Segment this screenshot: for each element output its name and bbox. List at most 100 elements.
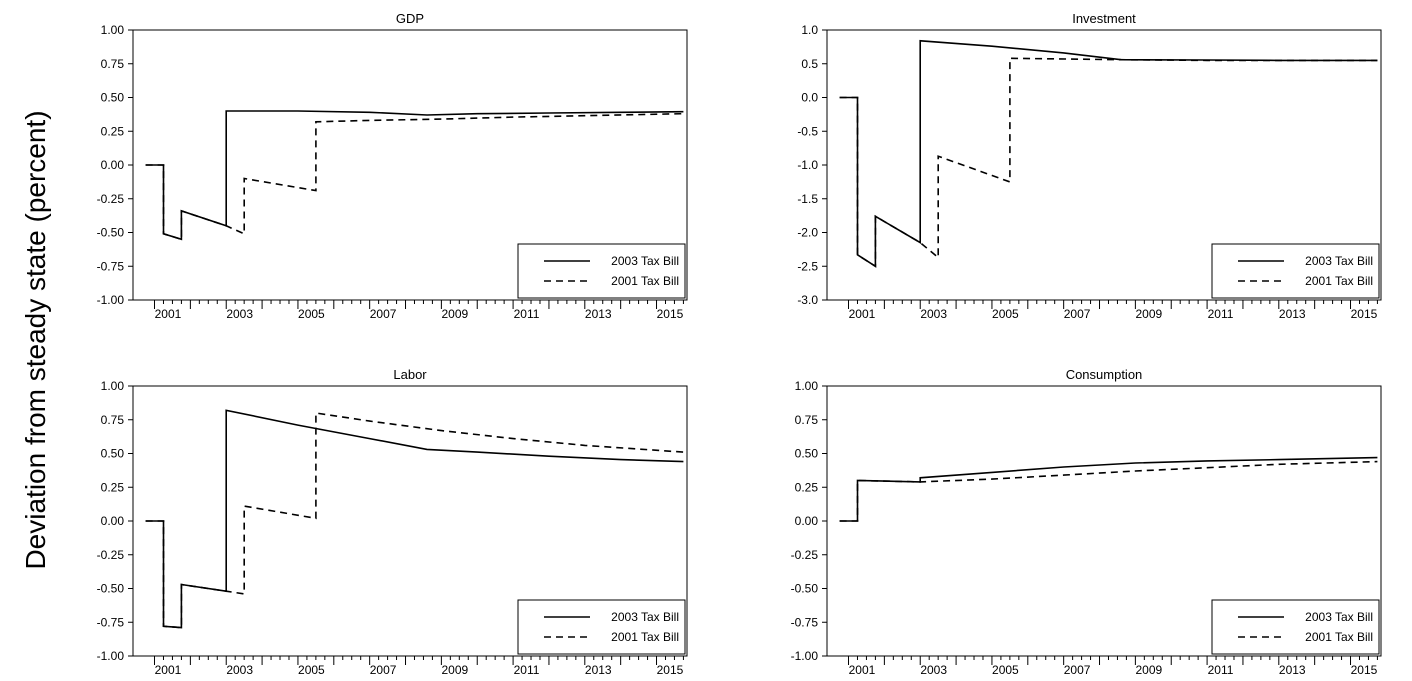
y-tick-label: 0.50	[101, 447, 125, 461]
x-tick-label: 2003	[226, 663, 253, 677]
y-tick-label: 1.00	[101, 379, 125, 393]
chart-panel-0: GDP -1.00 -0.75 -0.50 -0.25 0.00 0.25 0.50 0.75 1…	[97, 11, 688, 321]
y-tick-label: -0.50	[97, 582, 125, 596]
x-tick-label: 2013	[585, 307, 612, 321]
legend: 2003 Tax Bill 2001 Tax Bill	[517, 243, 686, 299]
x-tick-label: 2013	[585, 663, 612, 677]
series-line-2003-tax-bill	[145, 409, 684, 629]
x-tick-label: 2011	[514, 663, 540, 677]
chart-panel-3: Consumption -1.00 -0.75 -0.50 -0.25 0.00 0.25 0…	[791, 367, 1382, 677]
y-tick-label: 0.25	[101, 480, 125, 494]
y-tick-label: 0.0	[801, 91, 818, 105]
series-line-2003-tax-bill	[839, 456, 1378, 522]
x-tick-label: 2015	[657, 663, 684, 677]
x-tick-label: 2009	[1135, 663, 1162, 677]
legend-label: 2003 Tax Bill	[1305, 254, 1373, 268]
x-tick-label: 2007	[1064, 663, 1091, 677]
y-tick-label: 0.5	[801, 57, 818, 71]
x-tick-label: 2009	[441, 307, 468, 321]
x-tick-label: 2011	[514, 307, 540, 321]
x-tick-label: 2015	[1351, 307, 1378, 321]
y-tick-label: -2.0	[797, 226, 818, 240]
y-tick-label: -0.50	[97, 226, 125, 240]
series-line-2003-tax-bill	[145, 110, 684, 241]
y-tick-label: -3.0	[797, 293, 818, 307]
x-tick-label: 2007	[1064, 307, 1091, 321]
legend: 2003 Tax Bill 2001 Tax Bill	[1211, 243, 1380, 299]
legend-label: 2001 Tax Bill	[1305, 274, 1373, 288]
y-tick-label: 1.00	[101, 23, 125, 37]
legend-box	[517, 243, 686, 299]
x-tick-label: 2003	[226, 307, 253, 321]
y-tick-label: -0.75	[97, 259, 125, 273]
x-tick-label: 2001	[155, 663, 182, 677]
legend-label: 2001 Tax Bill	[1305, 630, 1373, 644]
legend-box	[1211, 243, 1380, 299]
x-tick-label: 2009	[441, 663, 468, 677]
y-tick-label: -0.75	[791, 615, 819, 629]
y-tick-label: 0.25	[795, 480, 819, 494]
legend: 2003 Tax Bill 2001 Tax Bill	[1211, 599, 1380, 655]
y-tick-label: 1.0	[801, 23, 818, 37]
x-tick-label: 2005	[298, 307, 325, 321]
legend-label: 2001 Tax Bill	[611, 630, 679, 644]
y-tick-label: -0.75	[97, 615, 125, 629]
x-tick-label: 2001	[849, 663, 876, 677]
y-tick-label: 0.00	[101, 158, 125, 172]
y-tick-label: -0.25	[791, 548, 819, 562]
series-line-2001-tax-bill	[145, 112, 684, 241]
y-tick-label: 0.75	[795, 413, 819, 427]
y-tick-label: -1.5	[797, 192, 818, 206]
y-tick-label: 0.75	[101, 413, 125, 427]
legend-label: 2003 Tax Bill	[611, 254, 679, 268]
y-tick-label: -0.25	[97, 548, 125, 562]
y-tick-label: 0.50	[101, 91, 125, 105]
x-tick-label: 2001	[849, 307, 876, 321]
y-tick-label: 0.75	[101, 57, 125, 71]
y-tick-label: -0.5	[797, 124, 818, 138]
x-tick-label: 2007	[370, 307, 397, 321]
x-tick-label: 2013	[1279, 663, 1306, 677]
y-tick-label: -1.00	[97, 293, 125, 307]
y-tick-label: -0.50	[791, 582, 819, 596]
x-tick-label: 2005	[992, 307, 1019, 321]
series-line-2001-tax-bill	[839, 57, 1378, 268]
x-tick-label: 2009	[1135, 307, 1162, 321]
x-tick-label: 2003	[920, 663, 947, 677]
panel-title: GDP	[396, 11, 424, 26]
chart-panel-2: Labor -1.00 -0.75 -0.50 -0.25 0.00 0.25 0.50 0.7…	[97, 367, 688, 677]
x-tick-label: 2013	[1279, 307, 1306, 321]
y-tick-label: 0.00	[795, 514, 819, 528]
legend-box	[1211, 599, 1380, 655]
y-tick-label: -2.5	[797, 259, 818, 273]
y-tick-label: 0.00	[101, 514, 125, 528]
legend-label: 2001 Tax Bill	[611, 274, 679, 288]
legend-box	[517, 599, 686, 655]
panel-title: Investment	[1072, 11, 1136, 26]
chart-panel-1: Investment -3.0 -2.5 -2.0 -1.5 -1.0 -0.5 0.0 0.5…	[797, 11, 1382, 321]
x-tick-label: 2005	[298, 663, 325, 677]
series-line-2001-tax-bill	[145, 412, 684, 629]
y-tick-label: -1.0	[797, 158, 818, 172]
y-tick-label: -0.25	[97, 192, 125, 206]
y-tick-label: 1.00	[795, 379, 819, 393]
x-tick-label: 2011	[1208, 307, 1234, 321]
panel-title: Consumption	[1066, 367, 1143, 382]
y-tick-label: 0.25	[101, 124, 125, 138]
y-tick-label: -1.00	[791, 649, 819, 663]
x-tick-label: 2015	[1351, 663, 1378, 677]
series-line-2001-tax-bill	[839, 460, 1378, 522]
x-tick-label: 2011	[1208, 663, 1234, 677]
x-tick-label: 2015	[657, 307, 684, 321]
y-tick-label: -1.00	[97, 649, 125, 663]
legend: 2003 Tax Bill 2001 Tax Bill	[517, 599, 686, 655]
x-tick-label: 2007	[370, 663, 397, 677]
panel-title: Labor	[393, 367, 427, 382]
legend-label: 2003 Tax Bill	[611, 610, 679, 624]
series-line-2003-tax-bill	[839, 39, 1378, 268]
y-tick-label: 0.50	[795, 447, 819, 461]
x-tick-label: 2005	[992, 663, 1019, 677]
x-tick-label: 2003	[920, 307, 947, 321]
legend-label: 2003 Tax Bill	[1305, 610, 1373, 624]
